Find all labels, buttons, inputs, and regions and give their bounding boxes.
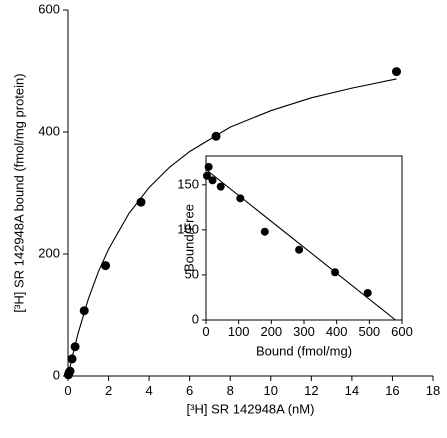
x-tick-label: 16 — [385, 383, 399, 398]
y-tick-label: 0 — [53, 367, 60, 382]
x-tick-label: 500 — [358, 324, 380, 339]
x-tick-label: 200 — [260, 324, 282, 339]
data-point — [202, 171, 211, 180]
x-tick-label: 300 — [293, 324, 315, 339]
y-tick-label: 400 — [38, 123, 60, 138]
y-axis-label: Bound/Free — [181, 204, 196, 272]
data-point — [136, 197, 146, 207]
y-tick-label: 200 — [38, 245, 60, 260]
x-tick-label: 4 — [145, 383, 152, 398]
data-point — [208, 176, 217, 185]
y-tick-label: 100 — [177, 221, 199, 236]
x-tick-label: 2 — [105, 383, 112, 398]
data-point — [236, 194, 245, 203]
data-point — [65, 366, 75, 376]
x-tick-label: 14 — [345, 383, 359, 398]
y-tick-label: 50 — [185, 266, 199, 281]
x-tick-label: 10 — [264, 383, 278, 398]
data-point — [79, 306, 89, 316]
data-point — [260, 227, 269, 236]
fit-line — [67, 78, 397, 377]
x-tick-label: 400 — [326, 324, 348, 339]
x-tick-label: 6 — [186, 383, 193, 398]
x-axis-label: Bound (fmol/mg) — [256, 343, 352, 358]
plot-frame — [205, 155, 403, 321]
data-point — [392, 67, 401, 77]
x-tick-label: 8 — [227, 383, 234, 398]
main-chart: 0 2 4 6 8 10 12 14 16 18 0 200 400 600 [³H] SR 142948A… — [11, 1, 440, 416]
x-axis-label: [³H] SR 142948A (nM) — [187, 401, 315, 416]
fit-line — [205, 169, 396, 321]
x-tick-label: 12 — [304, 383, 318, 398]
x-tick-label: 18 — [426, 383, 440, 398]
y-tick-label: 0 — [192, 311, 199, 326]
data-point — [363, 288, 372, 297]
data-point — [216, 182, 225, 191]
x-tick-label: 0 — [64, 383, 71, 398]
y-tick-label: 150 — [177, 176, 199, 191]
data-point — [204, 162, 213, 171]
x-tick-label: 0 — [202, 324, 209, 339]
x-tick-label: 600 — [391, 324, 413, 339]
data-point — [295, 245, 304, 254]
x-tick-label: 100 — [228, 324, 250, 339]
y-tick-label: 600 — [38, 1, 60, 16]
data-point — [101, 261, 111, 271]
inset-chart: 0 100 200 300 400 500 600 0 50 100 150 Bound (fmol/… — [177, 155, 413, 358]
y-axis-label: [³H] SR 142948A bound (fmol/mg protein) — [11, 73, 26, 312]
